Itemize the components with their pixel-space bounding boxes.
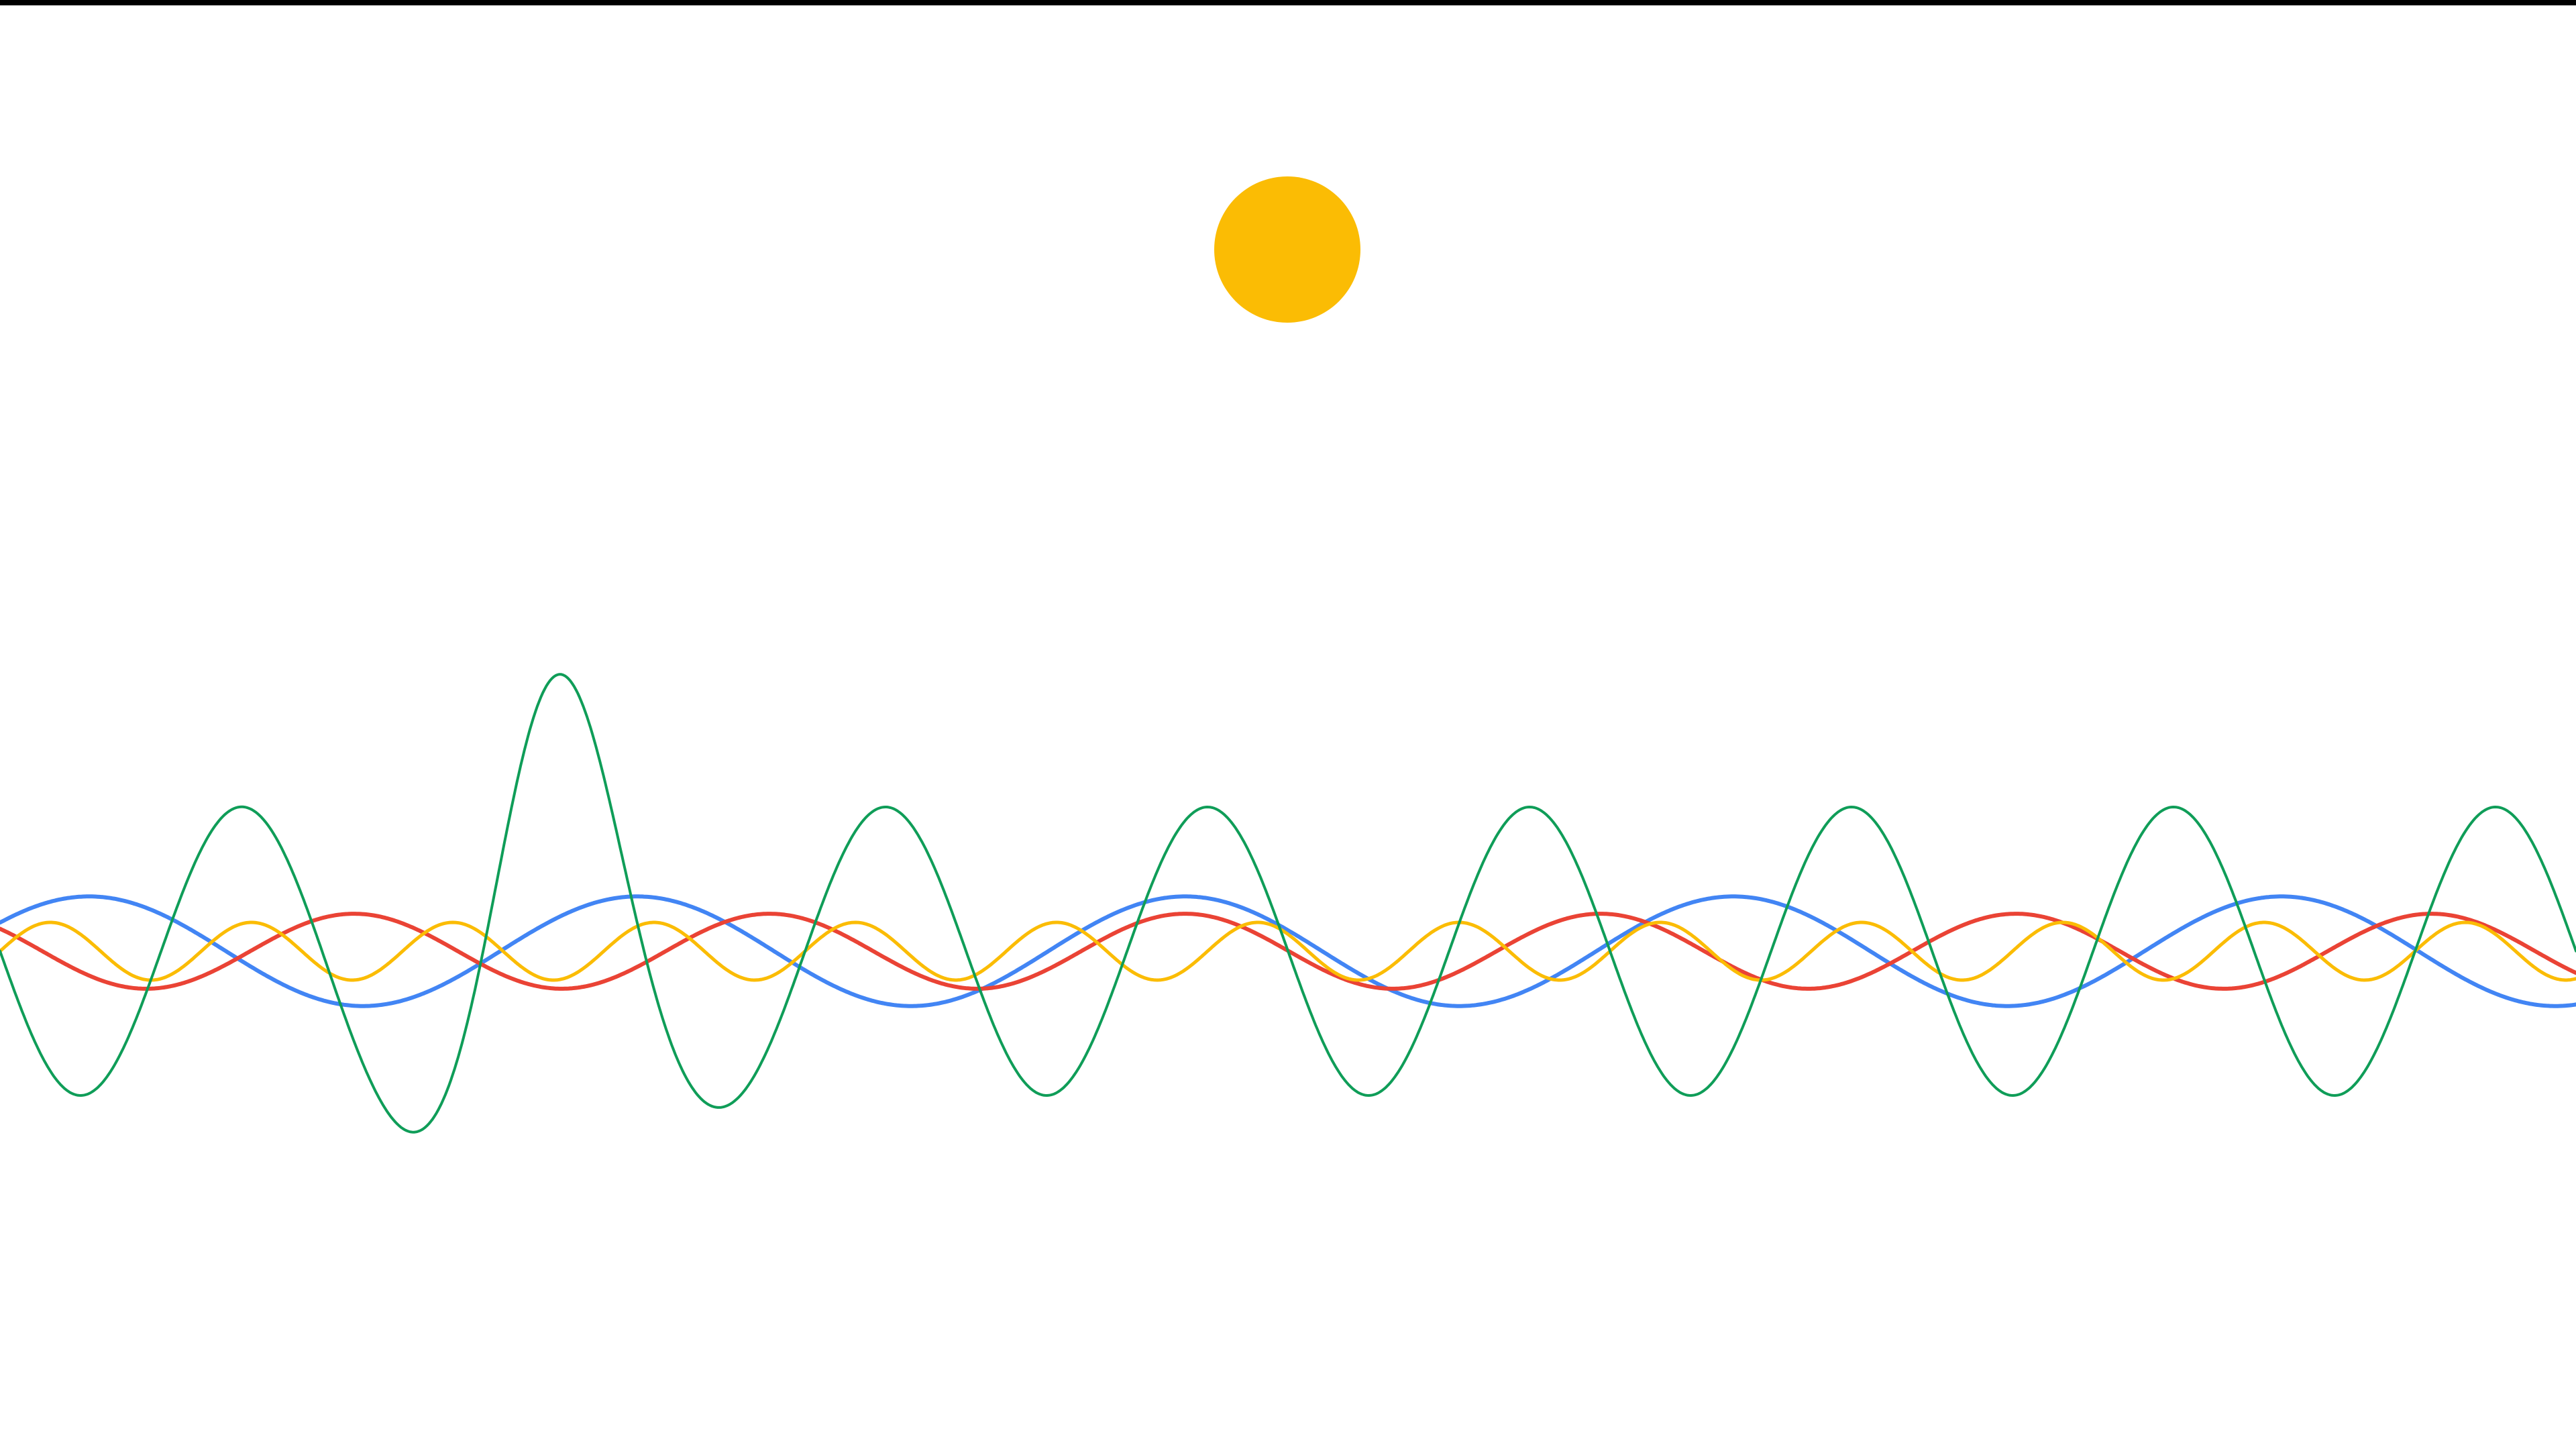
listening-indicator-icon[interactable] <box>1214 176 1360 323</box>
yellow-wave <box>0 920 2576 982</box>
blue-wave <box>0 894 2576 1008</box>
waveform-layer <box>0 673 2576 1134</box>
green-wave <box>0 673 2576 1134</box>
top-bar <box>0 0 2576 5</box>
